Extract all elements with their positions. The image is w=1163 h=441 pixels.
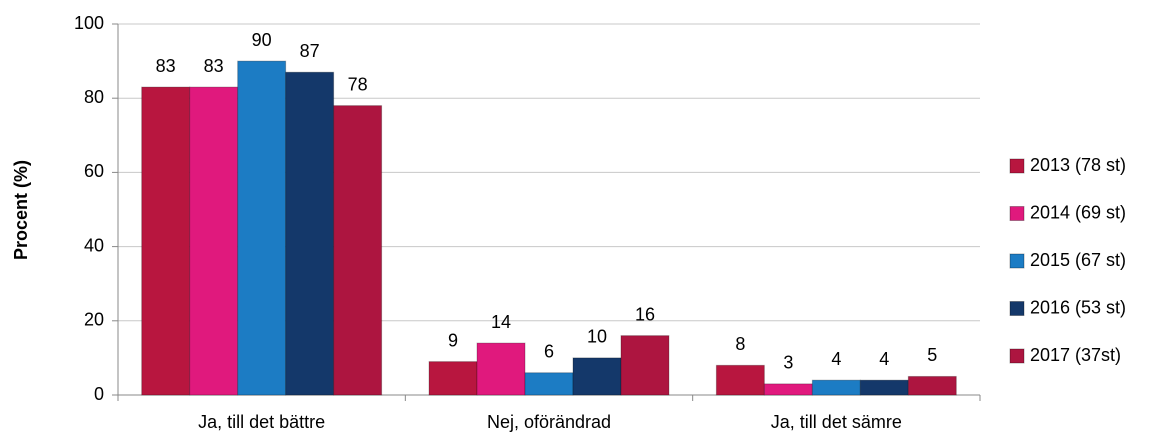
legend-label: 2014 (69 st) <box>1030 202 1126 222</box>
data-label: 4 <box>831 349 841 369</box>
bar <box>189 86 239 396</box>
data-label: 10 <box>587 327 607 347</box>
y-tick-label: 100 <box>74 13 104 33</box>
data-label: 9 <box>448 330 458 350</box>
bar <box>907 375 957 396</box>
bar <box>333 105 383 396</box>
bar <box>763 383 813 396</box>
y-tick-label: 80 <box>84 87 104 107</box>
data-label: 78 <box>348 74 368 94</box>
data-label: 87 <box>300 41 320 61</box>
data-label: 90 <box>252 30 272 50</box>
y-tick-label: 40 <box>84 235 104 255</box>
bar <box>285 71 335 396</box>
x-tick-label: Ja, till det sämre <box>771 412 902 432</box>
bar <box>428 361 478 396</box>
bar <box>715 364 765 396</box>
data-label: 16 <box>635 304 655 324</box>
y-tick-label: 60 <box>84 161 104 181</box>
bar <box>476 342 526 396</box>
legend-label: 2015 (67 st) <box>1030 250 1126 270</box>
data-label: 14 <box>491 312 511 332</box>
data-label: 4 <box>879 349 889 369</box>
bar <box>859 379 909 396</box>
data-label: 3 <box>783 353 793 373</box>
legend-label: 2013 (78 st) <box>1030 155 1126 175</box>
y-tick-label: 0 <box>94 384 104 404</box>
x-tick-label: Ja, till det bättre <box>198 412 325 432</box>
legend-label: 2017 (37st) <box>1030 345 1121 365</box>
y-tick-label: 20 <box>84 310 104 330</box>
data-label: 5 <box>927 345 937 365</box>
data-label: 6 <box>544 341 554 361</box>
bar <box>620 335 670 396</box>
data-label: 8 <box>735 334 745 354</box>
bar <box>524 372 574 396</box>
legend-label: 2016 (53 st) <box>1030 297 1126 317</box>
legend-swatch <box>1009 158 1025 174</box>
legend-swatch <box>1009 301 1025 316</box>
bar <box>572 357 622 396</box>
legend-swatch <box>1009 348 1025 364</box>
x-tick-label: Nej, oförändrad <box>487 412 611 432</box>
legend-swatch <box>1009 253 1025 269</box>
data-label: 83 <box>204 56 224 76</box>
bar <box>811 379 861 396</box>
legend-swatch <box>1009 206 1025 221</box>
y-axis-label: Procent (%) <box>11 160 31 260</box>
bar <box>141 86 191 396</box>
data-label: 83 <box>156 56 176 76</box>
bar <box>237 60 287 396</box>
